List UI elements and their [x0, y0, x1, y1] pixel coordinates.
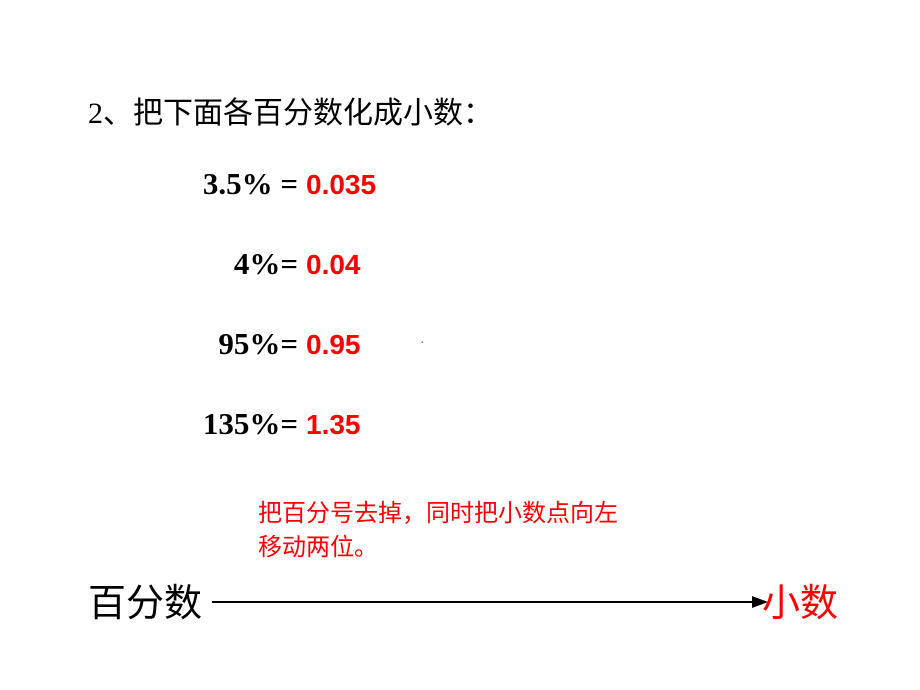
arrow-right-icon — [212, 592, 772, 617]
equation-row-2: 95%= 0.95 — [138, 326, 361, 362]
equation-row-1: 4%= 0.04 — [138, 246, 361, 282]
explanation-text: 把百分号去掉，同时把小数点向左 移动两位。 — [258, 498, 618, 565]
answer-3: 1.35 — [306, 409, 361, 441]
percent-number-label: 百分数 — [88, 572, 202, 627]
bottom-left-text: 百分数 — [88, 583, 202, 625]
percent-label-3: 135%= — [138, 406, 298, 442]
percent-label-0: 3.5% = — [138, 166, 298, 202]
explanation-line-2: 移动两位。 — [258, 532, 618, 566]
equation-row-0: 3.5% = 0.035 — [138, 166, 376, 202]
question-title: 2、把下面各百分数化成小数： — [88, 88, 493, 132]
arrow-svg — [212, 592, 772, 612]
percent-label-2: 95%= — [138, 326, 298, 362]
title-text: 2、把下面各百分数化成小数： — [88, 97, 493, 130]
bottom-right-text: 小数 — [762, 583, 838, 625]
ellipsis-dot: · — [420, 336, 425, 352]
equation-row-3: 135%= 1.35 — [138, 406, 361, 442]
answer-1: 0.04 — [306, 249, 361, 281]
answer-2: 0.95 — [306, 329, 361, 361]
percent-label-1: 4%= — [138, 246, 298, 282]
dot-text: · — [420, 336, 425, 351]
decimal-label: 小数 — [762, 572, 838, 627]
answer-0: 0.035 — [306, 169, 376, 201]
explanation-line-1: 把百分号去掉，同时把小数点向左 — [258, 498, 618, 532]
